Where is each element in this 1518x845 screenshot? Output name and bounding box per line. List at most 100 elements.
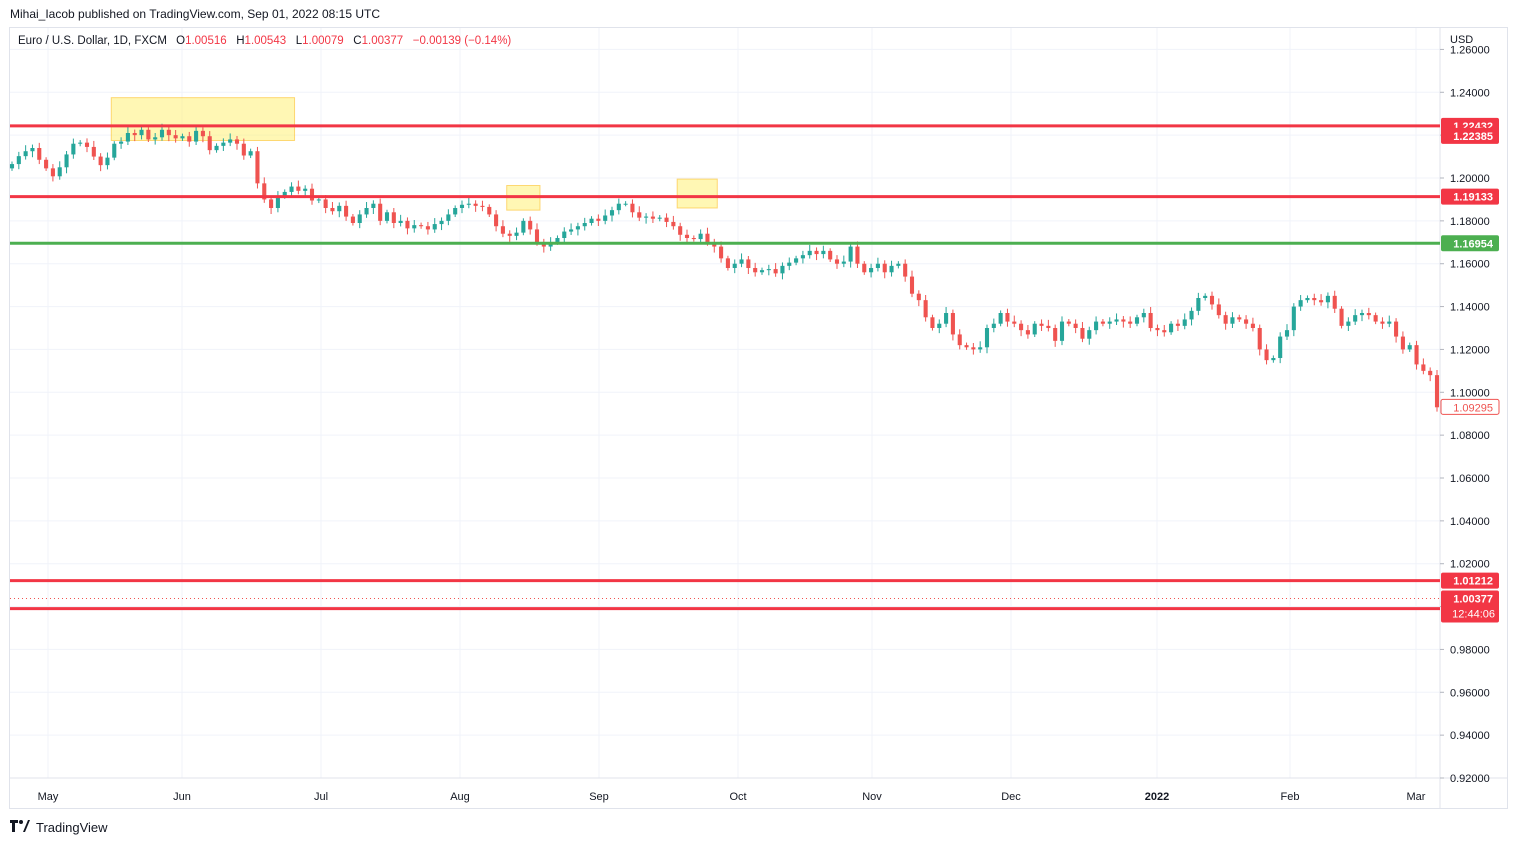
candle[interactable] (616, 198, 621, 215)
candle[interactable] (719, 241, 724, 263)
candle[interactable] (439, 217, 444, 231)
candle[interactable] (957, 329, 962, 350)
candle[interactable] (78, 140, 83, 147)
candle[interactable] (187, 131, 192, 147)
candle[interactable] (323, 195, 328, 214)
candle[interactable] (1366, 307, 1371, 320)
candle[interactable] (991, 318, 996, 333)
candle[interactable] (412, 220, 417, 233)
candle[interactable] (371, 200, 376, 214)
candle[interactable] (1155, 324, 1160, 337)
candle[interactable] (630, 199, 635, 218)
candle[interactable] (378, 198, 383, 226)
candle[interactable] (1134, 314, 1140, 327)
candle[interactable] (882, 260, 887, 279)
candle[interactable] (1414, 340, 1419, 370)
candle[interactable] (1250, 317, 1255, 332)
candle[interactable] (1107, 317, 1112, 329)
currency-label[interactable]: USD (1450, 34, 1474, 46)
candle[interactable] (1237, 314, 1242, 322)
candle[interactable] (937, 319, 942, 334)
candle[interactable] (1128, 316, 1133, 328)
candle[interactable] (344, 200, 349, 221)
candle[interactable] (1094, 316, 1099, 335)
candle[interactable] (473, 200, 478, 212)
candle[interactable] (528, 216, 533, 235)
candle[interactable] (1039, 319, 1044, 331)
candle[interactable] (773, 263, 778, 277)
candle[interactable] (275, 191, 280, 213)
candle[interactable] (1264, 344, 1269, 365)
candle[interactable] (309, 183, 315, 205)
candle[interactable] (1121, 316, 1126, 328)
candle[interactable] (1189, 307, 1194, 326)
candle[interactable] (446, 209, 451, 226)
candle[interactable] (596, 214, 601, 226)
candle[interactable] (562, 227, 567, 244)
time-axis[interactable]: May Jun Jul Aug Sep Oct Nov Dec 2022 Feb Mar (38, 791, 1426, 803)
candle[interactable] (1298, 295, 1303, 311)
candle[interactable] (623, 201, 628, 207)
candle[interactable] (848, 243, 853, 268)
candle[interactable] (234, 136, 240, 150)
candle[interactable] (255, 146, 260, 189)
candle[interactable] (419, 222, 424, 229)
candle[interactable] (112, 141, 117, 161)
candle[interactable] (425, 221, 430, 235)
candle[interactable] (132, 129, 137, 142)
candle[interactable] (1312, 293, 1317, 306)
candle[interactable] (1325, 292, 1330, 309)
candle[interactable] (1407, 342, 1412, 352)
candle[interactable] (1059, 316, 1065, 346)
candle[interactable] (1005, 308, 1010, 327)
candle[interactable] (119, 137, 124, 149)
candle[interactable] (84, 138, 90, 153)
candle[interactable] (1169, 321, 1174, 335)
candle[interactable] (432, 218, 437, 233)
candle[interactable] (1100, 319, 1105, 327)
current-price-badge[interactable]: 1.00377 12:44:06 (1441, 590, 1499, 623)
candle[interactable] (746, 256, 751, 274)
candle[interactable] (64, 151, 69, 174)
candle[interactable] (364, 202, 369, 218)
candle[interactable] (794, 255, 799, 266)
candle[interactable] (603, 209, 608, 225)
tradingview-footer[interactable]: TradingView (10, 819, 108, 835)
candle[interactable] (1319, 294, 1324, 306)
candle[interactable] (834, 255, 840, 269)
candle[interactable] (228, 133, 233, 147)
candle[interactable] (459, 200, 465, 214)
candle[interactable] (896, 261, 901, 269)
candle[interactable] (1428, 367, 1433, 382)
candle[interactable] (903, 259, 908, 282)
candle[interactable] (1066, 319, 1071, 327)
candle[interactable] (487, 204, 492, 217)
candle[interactable] (391, 208, 396, 229)
candle[interactable] (1032, 321, 1037, 337)
candle[interactable] (671, 215, 676, 230)
candle[interactable] (507, 230, 512, 242)
candle[interactable] (330, 202, 335, 215)
candle[interactable] (296, 180, 301, 195)
candle[interactable] (1148, 307, 1153, 332)
candle[interactable] (1332, 290, 1337, 313)
candle[interactable] (23, 145, 28, 160)
candle[interactable] (862, 261, 867, 275)
candle[interactable] (916, 290, 921, 307)
candle[interactable] (241, 138, 246, 160)
candle[interactable] (650, 211, 655, 223)
candle[interactable] (180, 133, 185, 141)
candle[interactable] (200, 127, 205, 143)
candle[interactable] (787, 257, 792, 271)
candle[interactable] (221, 138, 226, 151)
candle[interactable] (814, 247, 819, 261)
candle[interactable] (1080, 322, 1085, 343)
candle[interactable] (691, 235, 696, 242)
candle[interactable] (289, 182, 294, 198)
candle[interactable] (1012, 315, 1017, 328)
candle[interactable] (1025, 325, 1030, 339)
candle[interactable] (869, 263, 874, 278)
candle[interactable] (753, 262, 758, 277)
candle[interactable] (807, 244, 812, 259)
